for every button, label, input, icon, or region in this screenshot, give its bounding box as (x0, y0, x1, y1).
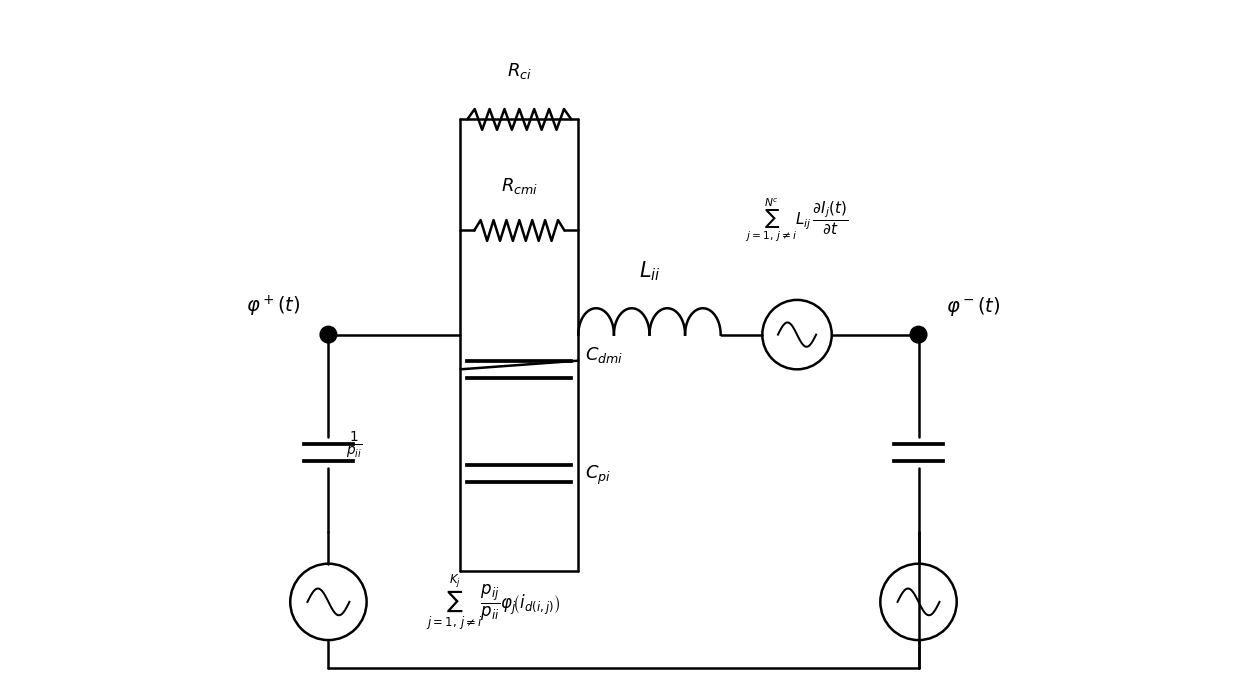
Text: $C_{dmi}$: $C_{dmi}$ (585, 346, 624, 365)
Text: $\frac{1}{p_{ii}}$: $\frac{1}{p_{ii}}$ (346, 430, 362, 461)
Text: $\varphi^+(t)$: $\varphi^+(t)$ (247, 294, 300, 319)
Text: $C_{pi}$: $C_{pi}$ (585, 464, 611, 487)
Text: $R_{ci}$: $R_{ci}$ (507, 61, 532, 82)
Text: $\sum_{j=1,\,j\neq i}^{K_j}\dfrac{p_{ij}}{p_{ii}}\varphi_j\!\left(i_{d(i,j)}\rig: $\sum_{j=1,\,j\neq i}^{K_j}\dfrac{p_{ij}… (425, 572, 560, 631)
Text: $L_{ii}$: $L_{ii}$ (639, 259, 661, 282)
Text: $\sum_{j=1,\,j\neq i}^{N^c} L_{ij}\,\dfrac{\partial I_j(t)}{\partial t}$: $\sum_{j=1,\,j\neq i}^{N^c} L_{ij}\,\dfr… (745, 197, 848, 245)
Text: $R_{cmi}$: $R_{cmi}$ (501, 176, 538, 196)
Circle shape (910, 326, 926, 343)
Text: $\varphi^-(t)$: $\varphi^-(t)$ (946, 296, 1001, 319)
Circle shape (320, 326, 337, 343)
